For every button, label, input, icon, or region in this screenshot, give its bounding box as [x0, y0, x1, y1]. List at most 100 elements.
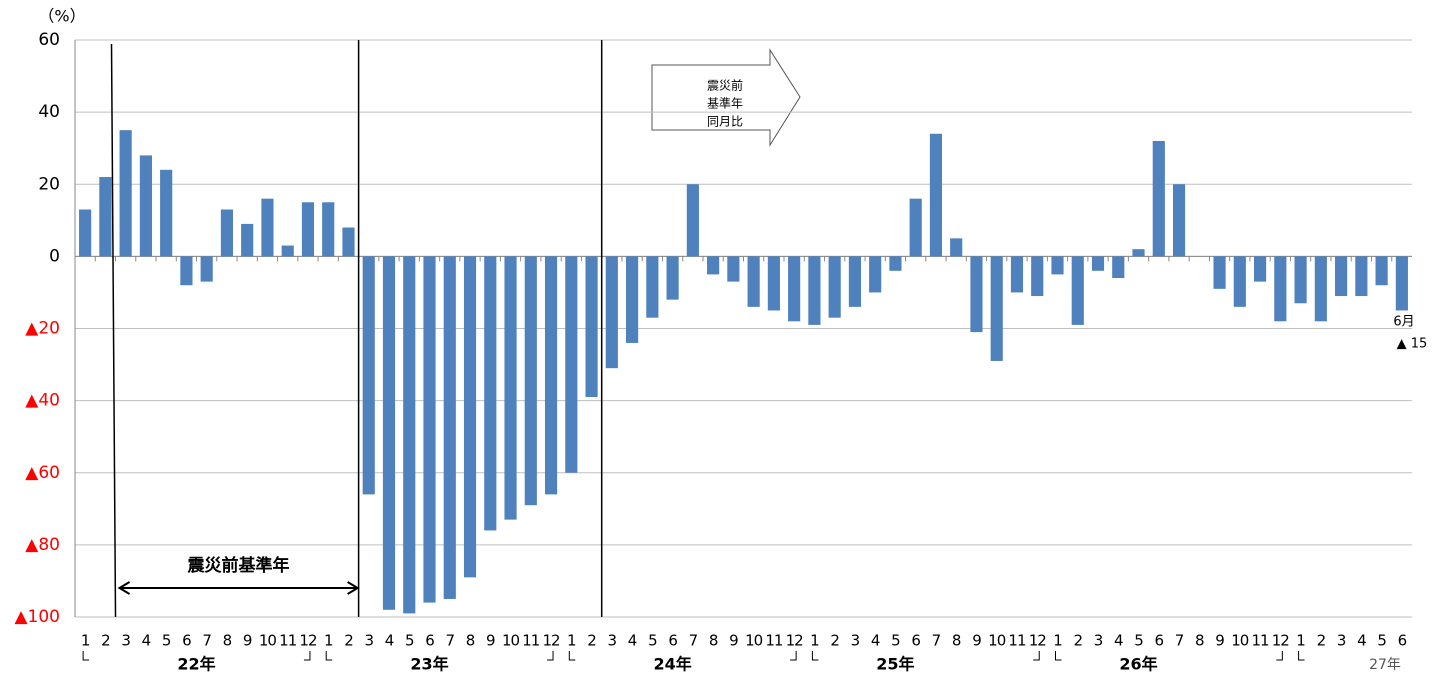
x-tick-label: 7 [202, 632, 211, 650]
x-tick-label: 3 [851, 632, 860, 650]
bracket-mark [1054, 651, 1062, 661]
bar [544, 256, 558, 495]
y-tick-label: ▲20 [25, 319, 60, 339]
x-tick-label: 4 [142, 632, 151, 650]
x-tick-label: 3 [1337, 632, 1346, 650]
bar [1213, 256, 1226, 289]
x-tick-label: 11 [1252, 632, 1270, 650]
bar [79, 209, 92, 257]
x-tick-label: 3 [364, 632, 373, 650]
bracket-mark [303, 651, 311, 661]
y-tick-label: ▲80 [25, 535, 60, 555]
bar [970, 256, 983, 333]
x-tick-label: 9 [972, 632, 981, 650]
bar [1355, 256, 1368, 297]
x-tick-label: 4 [871, 632, 880, 650]
bracket-mark [1276, 651, 1283, 661]
x-tick-label: 8 [709, 632, 718, 650]
x-tick-label: 11 [279, 632, 297, 650]
bar [484, 256, 497, 531]
bar [261, 198, 274, 257]
x-tick-label: 7 [689, 632, 698, 650]
bar [565, 256, 578, 473]
period-divider [110, 43, 117, 618]
x-tick-label: 12 [299, 632, 317, 650]
bar [808, 256, 821, 325]
annotation-text: 震災前 [707, 78, 743, 93]
year-label: 27年 [1369, 657, 1401, 673]
x-tick-label: 10 [259, 632, 277, 650]
year-label: 25年 [876, 655, 914, 674]
x-tick-label: 4 [628, 632, 637, 650]
bar [1152, 140, 1165, 257]
bar [727, 256, 740, 282]
bar [443, 256, 456, 599]
x-tick-label: 1 [810, 632, 819, 650]
bar [1335, 256, 1348, 297]
x-tick-label: 8 [223, 632, 232, 650]
x-tick-label: 8 [952, 632, 961, 650]
annotation-text: ▲ 15 [1397, 337, 1428, 352]
x-tick-label: 6 [911, 632, 920, 650]
bar [666, 256, 679, 300]
x-tick-label: 1 [1053, 632, 1062, 650]
bar [1233, 256, 1246, 307]
bar [929, 133, 943, 257]
bar [585, 256, 598, 398]
y-tick-label: 60 [38, 30, 60, 50]
x-tick-label: 4 [1114, 632, 1123, 650]
y-tick-label: ▲100 [14, 607, 60, 627]
year-label: 26年 [1119, 655, 1157, 674]
bar [747, 256, 760, 307]
x-tick-label: 6 [182, 632, 191, 650]
x-tick-label: 9 [729, 632, 738, 650]
x-tick-label: 6 [668, 632, 677, 650]
x-tick-label: 1 [324, 632, 333, 650]
bar [200, 256, 213, 282]
x-tick-label: 5 [1377, 632, 1386, 650]
bar [504, 256, 517, 520]
x-tick-label: 12 [1272, 632, 1290, 650]
bar [220, 209, 234, 257]
bar [1253, 256, 1267, 282]
x-tick-label: 3 [608, 632, 617, 650]
x-tick-label: 5 [648, 632, 657, 650]
bar [463, 256, 477, 578]
bar [524, 256, 537, 506]
bar [828, 256, 841, 318]
bar [362, 256, 375, 495]
x-tick-label: 7 [932, 632, 941, 650]
bar [119, 130, 132, 257]
x-tick-label: 1 [81, 632, 90, 650]
x-tick-label: 2 [1073, 632, 1082, 650]
x-tick-label: 11 [522, 632, 540, 650]
year-label: 22年 [177, 655, 215, 674]
annotation-text: 6月 [1393, 315, 1414, 330]
bar [848, 256, 861, 307]
bar [1314, 256, 1327, 322]
y-tick-label: 0 [49, 246, 60, 266]
x-tick-label: 5 [162, 632, 171, 650]
bar [950, 238, 963, 257]
x-tick-label: 3 [121, 632, 130, 650]
x-tick-label: 4 [1357, 632, 1366, 650]
bar [1132, 249, 1145, 257]
x-tick-label: 8 [1195, 632, 1204, 650]
bar [322, 202, 335, 257]
y-tick-label: ▲60 [25, 463, 60, 483]
x-tick-label: 6 [1398, 632, 1407, 650]
bar [1051, 256, 1064, 275]
bar [605, 256, 618, 369]
bar [686, 184, 699, 257]
bracket-mark [547, 651, 554, 661]
bar [788, 256, 801, 322]
x-tick-label: 7 [1175, 632, 1184, 650]
x-tick-label: 7 [445, 632, 454, 650]
x-tick-label: 2 [344, 632, 353, 650]
x-tick-label: 11 [1008, 632, 1026, 650]
bracket-mark [1298, 651, 1305, 661]
x-tick-label: 10 [745, 632, 763, 650]
x-tick-label: 12 [786, 632, 804, 650]
bar [139, 155, 152, 257]
